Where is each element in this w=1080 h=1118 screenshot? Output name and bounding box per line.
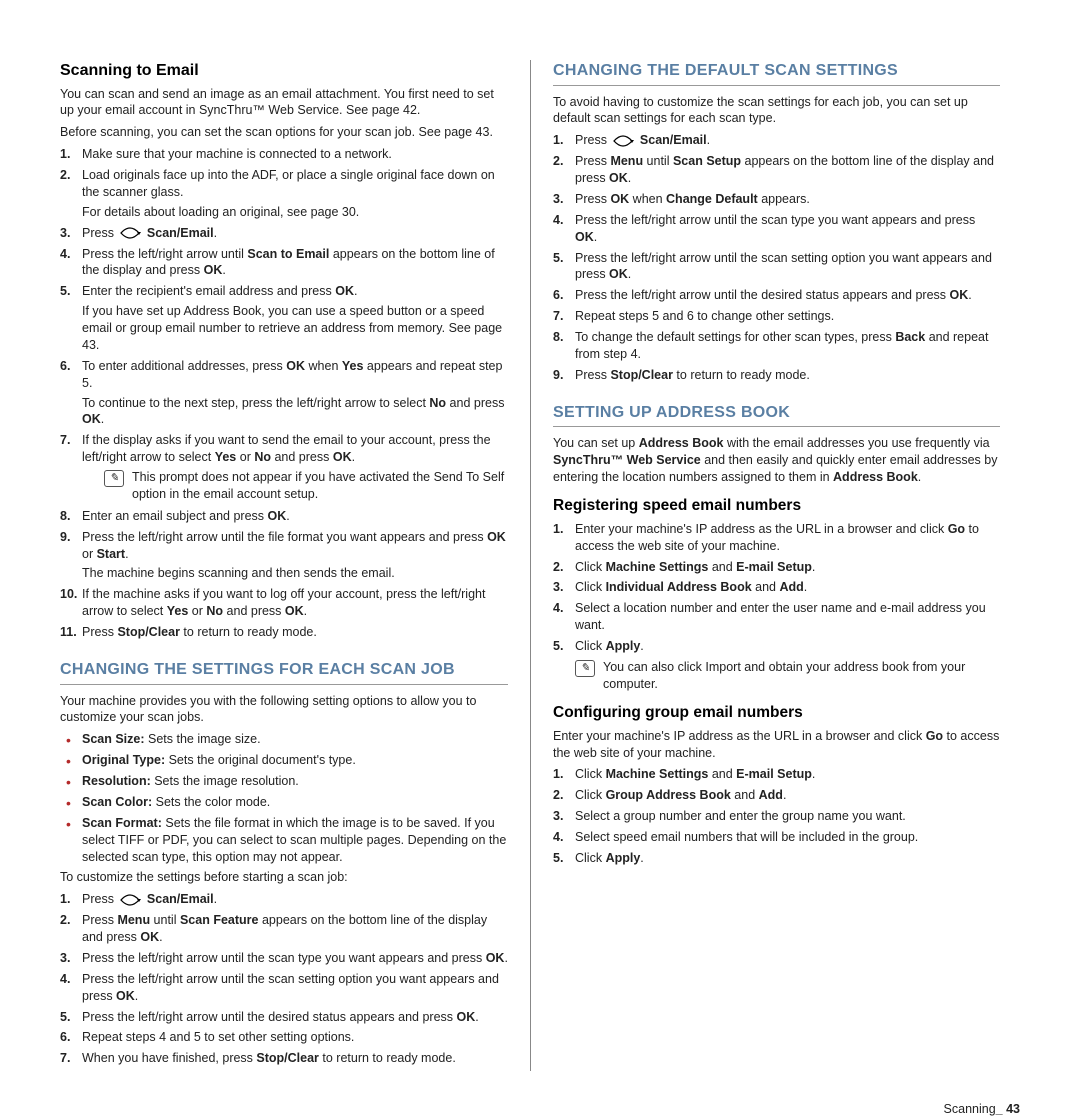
step: Repeat steps 4 and 5 to set other settin… bbox=[60, 1029, 508, 1046]
step: Make sure that your machine is connected… bbox=[60, 146, 508, 163]
step: If the display asks if you want to send … bbox=[60, 432, 508, 503]
step: To enter additional addresses, press OK … bbox=[60, 358, 508, 429]
config-intro: Enter your machine's IP address as the U… bbox=[553, 728, 1000, 762]
change-intro: Your machine provides you with the follo… bbox=[60, 693, 508, 727]
step: Select a location number and enter the u… bbox=[553, 600, 1000, 634]
step: If the machine asks if you want to log o… bbox=[60, 586, 508, 620]
heading-change-settings: CHANGING THE SETTINGS FOR EACH SCAN JOB bbox=[60, 659, 508, 685]
scan-icon bbox=[119, 226, 141, 240]
step: Press Scan/Email. bbox=[60, 891, 508, 908]
note-icon: ✎ bbox=[575, 660, 595, 677]
step: Press the left/right arrow until the fil… bbox=[60, 529, 508, 583]
list-item: Original Type: Sets the original documen… bbox=[60, 752, 508, 769]
intro-p1: You can scan and send an image as an ema… bbox=[60, 86, 508, 120]
step: Click Machine Settings and E-mail Setup. bbox=[553, 766, 1000, 783]
scan-email-steps: Make sure that your machine is connected… bbox=[60, 146, 508, 641]
step: Press Scan/Email. bbox=[60, 225, 508, 242]
heading-register-speed: Registering speed email numbers bbox=[553, 496, 1000, 517]
step: When you have finished, press Stop/Clear… bbox=[60, 1050, 508, 1067]
step: Press the left/right arrow until the des… bbox=[553, 287, 1000, 304]
heading-default-settings: CHANGING THE DEFAULT SCAN SETTINGS bbox=[553, 60, 1000, 86]
step: Press the left/right arrow until the des… bbox=[60, 1009, 508, 1026]
step: Repeat steps 5 and 6 to change other set… bbox=[553, 308, 1000, 325]
left-column: Scanning to Email You can scan and send … bbox=[60, 60, 530, 1071]
list-item: Scan Size: Sets the image size. bbox=[60, 731, 508, 748]
step: Load originals face up into the ADF, or … bbox=[60, 167, 508, 221]
address-intro: You can set up Address Book with the ema… bbox=[553, 435, 1000, 486]
customize-steps: Press Scan/Email. Press Menu until Scan … bbox=[60, 891, 508, 1067]
page-footer: Scanning_ 43 bbox=[60, 1101, 1020, 1118]
step: Enter the recipient's email address and … bbox=[60, 283, 508, 354]
step: To change the default settings for other… bbox=[553, 329, 1000, 363]
note: ✎ This prompt does not appear if you hav… bbox=[104, 469, 508, 503]
step: Press Menu until Scan Feature appears on… bbox=[60, 912, 508, 946]
step: Press Stop/Clear to return to ready mode… bbox=[553, 367, 1000, 384]
default-intro: To avoid having to customize the scan se… bbox=[553, 94, 1000, 128]
step: Enter your machine's IP address as the U… bbox=[553, 521, 1000, 555]
list-item: Scan Format: Sets the file format in whi… bbox=[60, 815, 508, 866]
scan-icon bbox=[612, 134, 634, 148]
heading-address-book: SETTING UP ADDRESS BOOK bbox=[553, 402, 1000, 428]
step: Click Individual Address Book and Add. bbox=[553, 579, 1000, 596]
step: Click Apply. bbox=[553, 850, 1000, 867]
default-steps: Press Scan/Email. Press Menu until Scan … bbox=[553, 132, 1000, 383]
step: Click Group Address Book and Add. bbox=[553, 787, 1000, 804]
scan-icon bbox=[119, 893, 141, 907]
step: Press OK when Change Default appears. bbox=[553, 191, 1000, 208]
step: Press the left/right arrow until the sca… bbox=[553, 250, 1000, 284]
customize-intro: To customize the settings before startin… bbox=[60, 869, 508, 886]
list-item: Scan Color: Sets the color mode. bbox=[60, 794, 508, 811]
heading-scanning-to-email: Scanning to Email bbox=[60, 60, 508, 82]
note-icon: ✎ bbox=[104, 470, 124, 487]
setting-options: Scan Size: Sets the image size. Original… bbox=[60, 731, 508, 865]
step: Press Scan/Email. bbox=[553, 132, 1000, 149]
step: Enter an email subject and press OK. bbox=[60, 508, 508, 525]
step: Click Machine Settings and E-mail Setup. bbox=[553, 559, 1000, 576]
right-column: CHANGING THE DEFAULT SCAN SETTINGS To av… bbox=[530, 60, 1000, 1071]
note: ✎ You can also click Import and obtain y… bbox=[575, 659, 1000, 693]
list-item: Resolution: Sets the image resolution. bbox=[60, 773, 508, 790]
step: Press the left/right arrow until Scan to… bbox=[60, 246, 508, 280]
step: Select a group number and enter the grou… bbox=[553, 808, 1000, 825]
step: Select speed email numbers that will be … bbox=[553, 829, 1000, 846]
step: Press Menu until Scan Setup appears on t… bbox=[553, 153, 1000, 187]
register-steps: Enter your machine's IP address as the U… bbox=[553, 521, 1000, 655]
step: Click Apply. bbox=[553, 638, 1000, 655]
step: Press the left/right arrow until the sca… bbox=[60, 950, 508, 967]
intro-p2: Before scanning, you can set the scan op… bbox=[60, 124, 508, 141]
step: Press Stop/Clear to return to ready mode… bbox=[60, 624, 508, 641]
heading-config-group: Configuring group email numbers bbox=[553, 703, 1000, 724]
config-steps: Click Machine Settings and E-mail Setup.… bbox=[553, 766, 1000, 866]
step: Press the left/right arrow until the sca… bbox=[60, 971, 508, 1005]
step: Press the left/right arrow until the sca… bbox=[553, 212, 1000, 246]
